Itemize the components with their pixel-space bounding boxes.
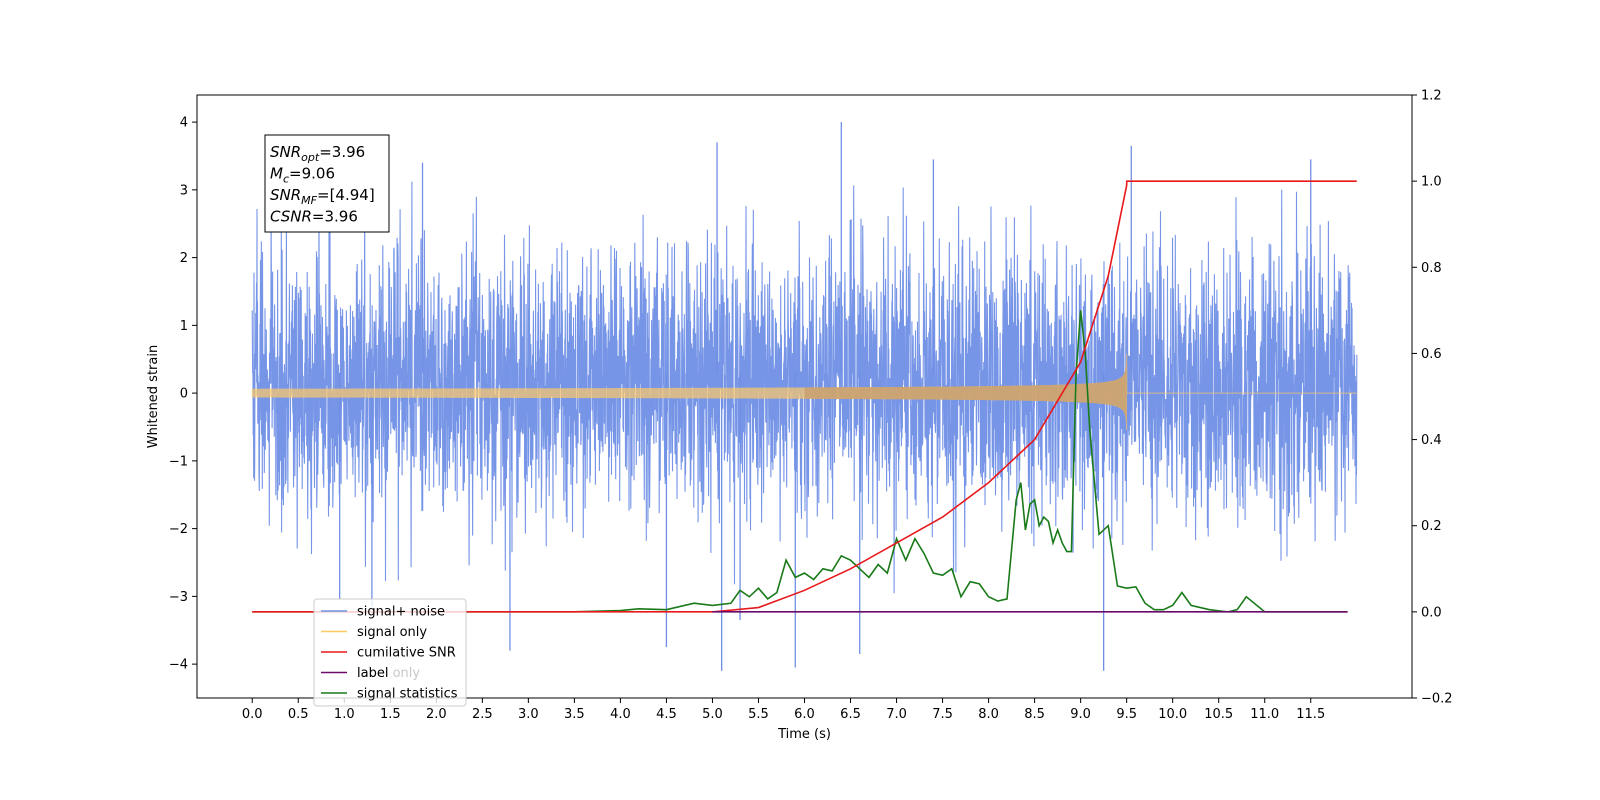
x-tick-label: 7.5 xyxy=(932,707,953,722)
x-tick-label: 2.0 xyxy=(426,707,447,722)
y-tick-label: −1 xyxy=(169,454,188,469)
x-tick-label: 4.5 xyxy=(656,707,677,722)
x-tick-label: 11.5 xyxy=(1296,707,1325,722)
x-tick-label: 0.5 xyxy=(288,707,309,722)
x-tick-label: 9.0 xyxy=(1070,707,1091,722)
y-tick-label: 1 xyxy=(180,319,188,334)
y2-tick-label: 1.0 xyxy=(1421,175,1442,190)
series-layer xyxy=(251,122,1358,671)
x-tick-label: 5.0 xyxy=(702,707,723,722)
info-line-base: SNR xyxy=(270,186,301,204)
x-tick-label: 3.0 xyxy=(518,707,539,722)
info-line-value: =3.96 xyxy=(312,208,358,226)
series-cumulative-snr-line xyxy=(252,180,1357,613)
legend-item: signal statistics xyxy=(321,687,458,702)
legend-obscured-label: label only xyxy=(357,666,420,681)
x-tick-label: 10.5 xyxy=(1204,707,1233,722)
y2-tick-label: −0.2 xyxy=(1421,692,1453,707)
series-signal-only-envelope xyxy=(804,353,1127,433)
x-tick-label: 7.0 xyxy=(886,707,907,722)
info-line: SNRopt=3.96 xyxy=(270,143,365,164)
x-axis-label: Time (s) xyxy=(777,727,831,742)
x-tick-label: 11.0 xyxy=(1250,707,1279,722)
legend-label: signal statistics xyxy=(357,687,458,702)
info-line-value: =9.06 xyxy=(289,165,335,183)
x-tick-label: 8.5 xyxy=(1024,707,1045,722)
x-tick-label: 5.5 xyxy=(748,707,769,722)
y-axis-right: 1.2 1.0 0.8 0.6 0.4 0.2 0.0 −0.2 xyxy=(1412,89,1453,707)
info-line-base: CSNR xyxy=(270,208,312,226)
legend-label: cumilative SNR xyxy=(357,646,456,661)
y-axis-left: 4 3 2 1 0 −1 −2 −3 −4 xyxy=(169,116,197,673)
legend-label: signal only xyxy=(357,625,427,640)
legend-item: label xyxy=(321,666,388,681)
info-box-frame xyxy=(264,134,390,233)
series-signal-noise-line xyxy=(251,181,1358,594)
x-tick-label: 6.5 xyxy=(840,707,861,722)
x-tick-label: 6.0 xyxy=(794,707,815,722)
y2-tick-label: 0.4 xyxy=(1421,433,1442,448)
y-tick-label: 0 xyxy=(180,387,188,402)
x-tick-label: 2.5 xyxy=(472,707,493,722)
x-tick-label: 1.5 xyxy=(380,707,401,722)
legend-label: signal+ noise xyxy=(357,605,445,620)
info-line: Mc=9.06 xyxy=(270,165,335,186)
info-line-value: =3.96 xyxy=(319,143,365,161)
x-tick-label: 9.5 xyxy=(1116,707,1137,722)
legend-item: cumilative SNR xyxy=(321,646,456,661)
y-tick-label: 3 xyxy=(180,183,188,198)
x-tick-label: 4.0 xyxy=(610,707,631,722)
x-tick-label: 8.0 xyxy=(978,707,999,722)
legend: label only signal+ noise signal only cumila… xyxy=(313,598,467,707)
legend-frame xyxy=(313,598,467,707)
y-tick-label: −3 xyxy=(169,590,188,605)
y2-tick-label: 0.6 xyxy=(1421,347,1442,362)
info-line-value: =[4.94] xyxy=(317,186,375,204)
x-axis: 0.0 0.5 1.0 1.5 2.0 2.5 3.0 3.5 4.0 4.5 5.0 5.5 6.0 6… xyxy=(242,698,1325,722)
y2-tick-label: 1.2 xyxy=(1421,89,1442,104)
y-tick-label: −2 xyxy=(169,522,188,537)
y2-tick-label: 0.2 xyxy=(1421,519,1442,534)
info-line-base: SNR xyxy=(270,143,301,161)
info-line-sub: MF xyxy=(301,194,317,207)
info-line: SNRMF=[4.94] xyxy=(270,186,375,207)
legend-item: signal only xyxy=(321,625,427,640)
info-line-sub: opt xyxy=(301,151,320,164)
x-tick-label: 0.0 xyxy=(242,707,263,722)
y2-tick-label: 0.0 xyxy=(1421,605,1442,620)
x-tick-label: 10.0 xyxy=(1158,707,1187,722)
info-line: CSNR=3.96 xyxy=(270,208,358,226)
info-line-base: M xyxy=(270,165,283,183)
x-tick-label: 1.0 xyxy=(334,707,355,722)
info-line-sub: c xyxy=(283,173,289,186)
x-tick-label: 3.5 xyxy=(564,707,585,722)
series-signal-noise-spikes xyxy=(339,122,1312,671)
y-tick-label: 2 xyxy=(180,251,188,266)
legend-label: label xyxy=(357,666,388,681)
y-tick-label: −4 xyxy=(169,658,188,673)
series-signal-statistics-line xyxy=(252,310,1348,613)
legend-item: signal+ noise xyxy=(321,605,445,620)
y-tick-label: 4 xyxy=(180,116,188,131)
y-axis-label: Whitened strain xyxy=(146,345,161,448)
y2-tick-label: 0.8 xyxy=(1421,261,1442,276)
